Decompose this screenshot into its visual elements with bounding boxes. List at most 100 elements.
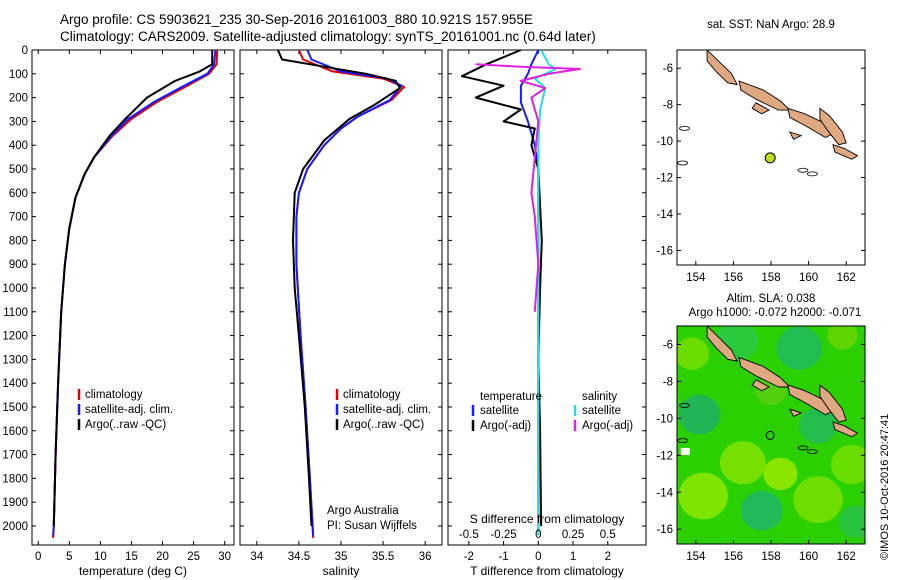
- island-shape: [819, 107, 847, 146]
- sst-map-content: [677, 50, 859, 177]
- difference-series-s-argo: [475, 63, 581, 312]
- sla-anomaly-blob: [776, 326, 822, 370]
- island-shape: [751, 102, 771, 115]
- sst-map-lat-tick-label: -6: [663, 63, 673, 75]
- island-shape: [751, 379, 771, 392]
- reef-outline: [806, 171, 818, 177]
- sla-map-subtitle: Argo h1000: -0.072 h2000: -0.071: [689, 307, 862, 319]
- island-shape: [706, 50, 739, 86]
- legend-entry: Argo(..raw -QC): [343, 419, 424, 431]
- sst-map-lon-tick-label: 156: [724, 272, 743, 284]
- depth-tick-label: 1000: [2, 283, 28, 295]
- sla-anomaly-blob: [740, 490, 783, 531]
- difference-x-tick-label: -1: [498, 551, 508, 563]
- sla-map-lon-tick-label: 154: [686, 551, 706, 563]
- sla-map-lon-tick-label: 162: [837, 551, 856, 563]
- sla-map-lat-tick-label: -12: [656, 450, 673, 462]
- difference-x-tick-label: 1: [570, 551, 576, 563]
- depth-tick-label: 1700: [2, 450, 28, 462]
- legend-entry: satellite: [582, 405, 621, 417]
- reef-outline: [806, 449, 818, 455]
- depth-tick-label: 700: [9, 212, 28, 224]
- temperature-x-tick-label: 10: [94, 551, 107, 563]
- sla-map-lat-tick-label: -14: [656, 487, 673, 499]
- reef-outline: [797, 445, 809, 451]
- salinity-x-axis-label: salinity: [323, 564, 360, 578]
- depth-tick-label: 1100: [3, 307, 28, 319]
- depth-tick-label: 800: [9, 235, 28, 247]
- depth-tick-label: 1900: [2, 497, 28, 509]
- reef-outline: [677, 160, 689, 166]
- sst-map-lat-tick-label: -16: [656, 245, 673, 257]
- sst-map-lat-tick-label: -14: [656, 209, 673, 221]
- temperature-series-satellite: [52, 50, 217, 536]
- temperature-series-group: [52, 50, 219, 538]
- salinity-x-tick-label: 35: [335, 551, 348, 563]
- legend-entry: climatology: [85, 389, 143, 401]
- depth-tick-label: 1400: [2, 378, 28, 390]
- sla-map-lat-tick-label: -8: [663, 376, 673, 388]
- s-tick-label: -0.25: [490, 529, 516, 541]
- s-tick-label: 0.5: [600, 529, 616, 541]
- sla-map-content: [677, 326, 865, 544]
- difference-x-tick-label: -2: [464, 551, 474, 563]
- salinity-series-argo: [276, 50, 401, 527]
- difference-x-axis-label: T difference from climatology: [470, 564, 624, 578]
- annotation-text: PI: Susan Wijffels: [327, 520, 417, 532]
- depth-tick-label: 900: [9, 259, 28, 271]
- depth-tick-label: 500: [9, 164, 28, 176]
- temperature-x-tick-label: 5: [66, 551, 72, 563]
- sla-anomaly-blob: [838, 505, 865, 539]
- sla-anomaly-blob: [678, 394, 721, 435]
- depth-tick-label: 200: [9, 93, 28, 105]
- island-shape: [706, 326, 739, 362]
- legend-entry: satellite-adj. clim.: [85, 404, 173, 416]
- island-shape: [788, 408, 803, 418]
- legend-heading-salinity: salinity: [582, 391, 617, 403]
- argo-location-marker: [764, 152, 776, 164]
- temperature-x-tick-label: 15: [125, 551, 138, 563]
- reef-outline: [679, 125, 690, 131]
- sst-map-lat-tick-label: -10: [656, 136, 673, 148]
- depth-tick-label: 1800: [2, 473, 28, 485]
- sla-map-lat-tick-label: -10: [656, 413, 673, 425]
- sla-map-lat-tick-label: -16: [656, 524, 673, 536]
- difference-x-tick-label: 0: [535, 551, 541, 563]
- sst-map-lon-tick-label: 154: [686, 272, 706, 284]
- sla-anomaly-blob: [827, 326, 858, 350]
- depth-tick-label: 1300: [2, 354, 28, 366]
- salinity-x-tick-label: 36: [419, 551, 432, 563]
- salinity-x-tick-label: 34: [250, 551, 263, 563]
- sla-map-lat-tick-label: -6: [663, 339, 673, 351]
- legend-entry: Argo(..raw -QC): [85, 419, 166, 431]
- reef-outline: [677, 438, 689, 443]
- salinity-series-climatology: [295, 50, 406, 538]
- temperature-x-tick-label: 25: [187, 551, 200, 563]
- sst-map-lat-tick-label: -12: [656, 173, 673, 185]
- legend-entry: satellite-adj. clim.: [343, 404, 431, 416]
- s-difference-label: S difference from climatology: [470, 512, 625, 526]
- reef-outline: [797, 167, 809, 173]
- island-shape: [738, 80, 791, 111]
- difference-series-t-argo: [460, 50, 543, 527]
- salinity-series-group: [276, 50, 406, 538]
- sla-map-lon-tick-label: 158: [761, 551, 780, 563]
- sla-map-lon-tick-label: 160: [799, 551, 818, 563]
- sst-map-lat-tick-label: -8: [663, 100, 673, 112]
- sla-map-lon-tick-label: 156: [724, 551, 743, 563]
- temperature-series-argo: [52, 50, 214, 527]
- depth-tick-label: 0: [22, 45, 28, 57]
- sst-map-lon-tick-label: 158: [761, 272, 780, 284]
- s-tick-label: 0: [535, 529, 541, 541]
- sst-map-title: sat. SST: NaN Argo: 28.9: [707, 19, 835, 31]
- temperature-x-tick-label: 0: [35, 551, 41, 563]
- reef-outline: [679, 403, 690, 408]
- temperature-series-climatology: [52, 50, 219, 538]
- legend-entry: Argo(-adj): [480, 420, 531, 432]
- sst-map-lon-tick-label: 162: [837, 272, 856, 284]
- island-shape: [788, 131, 803, 140]
- temperature-plot-frame: [31, 49, 235, 546]
- sla-anomaly-blob: [678, 472, 729, 520]
- depth-tick-label: 1200: [2, 331, 28, 343]
